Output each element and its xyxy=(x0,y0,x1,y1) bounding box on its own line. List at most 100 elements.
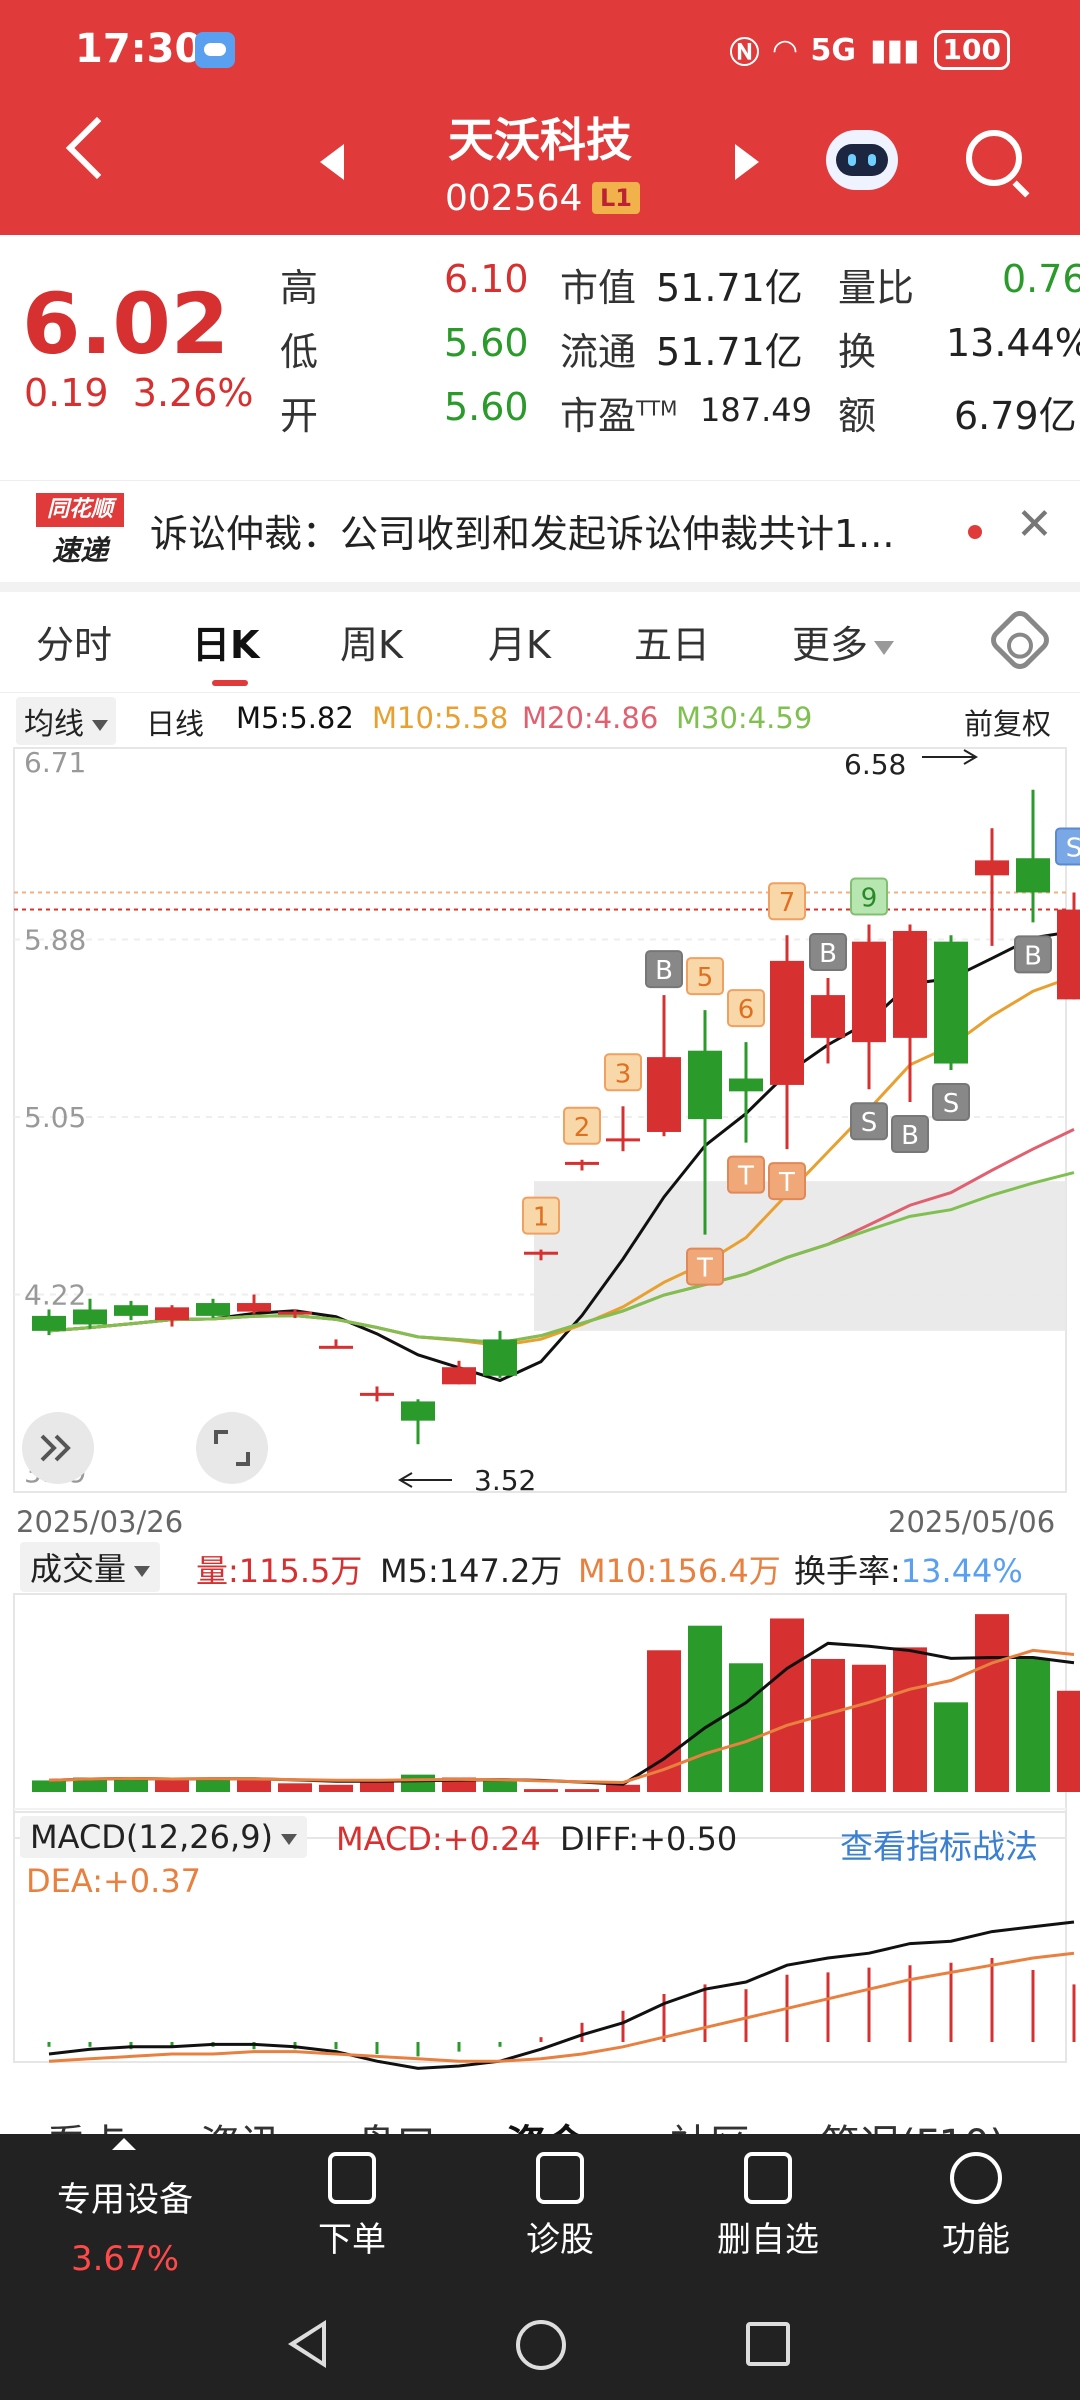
tab-daily[interactable]: 日K xyxy=(192,623,260,667)
candle-body xyxy=(729,1078,763,1092)
volume-selector[interactable]: 成交量 xyxy=(20,1542,161,1592)
macd-value: MACD:+0.24 xyxy=(336,1820,541,1858)
tab-community[interactable]: 社区 xyxy=(670,2112,750,2134)
prev-stock-icon[interactable] xyxy=(320,144,344,180)
stock-code: 002564 xyxy=(445,178,583,219)
candle-body xyxy=(442,1367,476,1385)
candle-body xyxy=(565,1161,599,1165)
price-change: 0.19 3.26% xyxy=(24,371,254,415)
nav-recents-icon[interactable] xyxy=(746,2322,790,2366)
robot-assistant-icon[interactable] xyxy=(826,130,898,190)
tab-more[interactable]: 更多 xyxy=(792,614,895,669)
news-text[interactable]: 诉讼仲裁：公司收到和发起诉讼仲裁共计1... xyxy=(150,512,895,556)
candle-body xyxy=(401,1401,435,1421)
low-annotation: 3.52 xyxy=(398,1464,536,1497)
tab-highlights[interactable]: 看点 xyxy=(46,2112,126,2134)
signal-marker xyxy=(686,957,724,996)
panel-divider xyxy=(14,1808,1066,1810)
next-stock-icon[interactable] xyxy=(735,144,759,180)
nav-back-icon[interactable] xyxy=(288,2320,326,2368)
signal-marker xyxy=(768,1162,806,1201)
search-icon[interactable] xyxy=(966,130,1022,186)
system-nav-bar xyxy=(0,2290,1080,2400)
signal-label: 6 xyxy=(738,995,755,1025)
macd-selector[interactable]: MACD(12,26,9) xyxy=(20,1816,308,1858)
indicator-strategy-link[interactable]: 查看指标战法 xyxy=(840,1827,1038,1866)
volume-bar xyxy=(565,1789,599,1792)
tab-monthly[interactable]: 月K xyxy=(488,623,551,667)
candle-body xyxy=(237,1303,271,1312)
active-tab-indicator xyxy=(212,680,248,686)
signal-label: T xyxy=(696,1254,713,1284)
diagnose-button[interactable]: 诊股 xyxy=(480,2152,640,2261)
volume-bar xyxy=(73,1777,107,1792)
tab-five-day[interactable]: 五日 xyxy=(634,623,711,667)
turnover-rate-label: 换手率: xyxy=(794,1552,901,1590)
dea-value: DEA:+0.37 xyxy=(26,1862,202,1900)
high-arrow-head xyxy=(963,749,978,765)
open-value: 5.60 xyxy=(444,385,529,429)
volume-m5: M5:147.2万 xyxy=(380,1552,563,1590)
change-value: 0.19 xyxy=(24,371,109,415)
fullscreen-icon[interactable] xyxy=(196,1412,268,1484)
ma10-value: M10:5.58 xyxy=(372,701,509,735)
tab-orderbook[interactable]: 盘口 xyxy=(356,2112,436,2134)
order-button[interactable]: 下单 xyxy=(272,2152,432,2261)
tab-f10[interactable]: 简况(F10) xyxy=(820,2112,1005,2134)
volume-legend: 成交量 量:115.5万 M5:147.2万 M10:156.4万 换手率:13… xyxy=(0,1536,1080,1594)
app-header: 17:30 Ⓝ ◠ 5G ▮▮▮ 100 天沃科技 002564 L1 xyxy=(0,0,1080,235)
signal-marker xyxy=(809,932,847,971)
candle-body xyxy=(73,1309,107,1325)
expand-icon[interactable] xyxy=(22,1412,94,1484)
signal-label: B xyxy=(1024,941,1042,971)
chevron-up-icon[interactable] xyxy=(112,2138,136,2150)
start-date: 2025/03/26 xyxy=(16,1505,183,1539)
float-value: 51.71亿 xyxy=(656,330,803,374)
wifi-icon: ◠ xyxy=(773,32,797,68)
amount-value: 6.79亿 xyxy=(954,394,1077,438)
ma-legend: 均线 日线 M5:5.82 M10:5.58 M20:4.86 M30:4.59… xyxy=(0,692,1080,745)
volume-bar xyxy=(360,1780,394,1792)
status-time: 17:30 xyxy=(75,26,203,72)
tab-weekly[interactable]: 周K xyxy=(340,623,403,667)
back-icon[interactable] xyxy=(65,116,129,180)
ma5-value: M5:5.82 xyxy=(236,701,354,735)
change-pct: 3.26% xyxy=(132,371,254,415)
high-label: 高 xyxy=(280,266,319,310)
candle-body xyxy=(360,1392,394,1396)
remove-watchlist-icon xyxy=(744,2152,792,2204)
signal-marker xyxy=(686,1247,724,1286)
tab-intraday[interactable]: 分时 xyxy=(36,623,113,667)
high-annotation: 6.58 xyxy=(844,748,978,781)
close-icon[interactable]: ✕ xyxy=(1016,499,1053,550)
functions-button[interactable]: 功能 xyxy=(896,2152,1056,2261)
volume-bar xyxy=(155,1780,189,1792)
low-value: 5.60 xyxy=(444,321,529,365)
tab-news[interactable]: 资讯 xyxy=(200,2112,280,2134)
tab-capital[interactable]: 资金 xyxy=(506,2112,586,2134)
network-label: 5G xyxy=(810,32,857,68)
y-tick-label: 5.05 xyxy=(24,1101,86,1134)
pe-suffix: TTM xyxy=(636,396,678,421)
remove-watchlist-button[interactable]: 删自选 xyxy=(688,2152,848,2261)
status-bar: 17:30 Ⓝ ◠ 5G ▮▮▮ 100 xyxy=(0,0,1080,100)
sector-label: 专用设备 xyxy=(57,2180,193,2220)
current-price: 6.02 xyxy=(22,275,230,373)
ma-selector[interactable]: 均线 xyxy=(16,697,116,745)
volume-bar xyxy=(319,1784,353,1792)
news-logo-bottom: 速递 xyxy=(51,534,108,567)
sector-button[interactable]: 专用设备 3.67% xyxy=(40,2172,210,2279)
low-label: 低 xyxy=(280,330,319,374)
adjust-mode[interactable]: 前复权 xyxy=(964,707,1052,741)
signal-label: S xyxy=(1066,833,1080,863)
unread-dot-icon xyxy=(968,525,982,539)
ma30-value: M30:4.59 xyxy=(676,701,813,735)
volume-bars xyxy=(32,1614,1080,1792)
chevron-down-icon xyxy=(874,640,895,655)
signal-marker xyxy=(850,1102,888,1141)
nav-home-icon[interactable] xyxy=(516,2320,566,2370)
functions-label: 功能 xyxy=(942,2220,1010,2260)
end-date: 2025/05/06 xyxy=(888,1505,1055,1539)
news-ticker[interactable]: 同花顺 速递 诉讼仲裁：公司收到和发起诉讼仲裁共计1... ✕ xyxy=(0,480,1080,580)
